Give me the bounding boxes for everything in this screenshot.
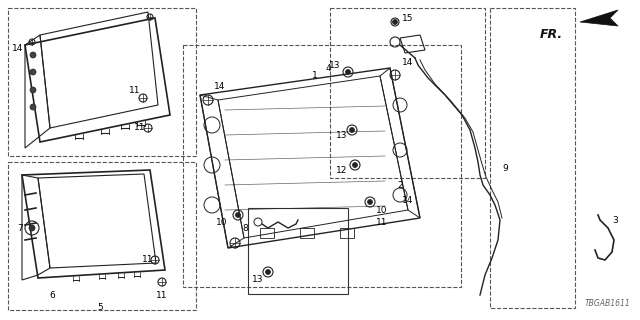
Circle shape — [346, 69, 351, 75]
Text: 1: 1 — [312, 70, 318, 79]
Circle shape — [30, 104, 36, 110]
Text: 14: 14 — [403, 196, 413, 204]
Circle shape — [353, 163, 358, 167]
Circle shape — [349, 127, 355, 132]
Bar — [490, 8, 575, 308]
Text: TBGAB1611: TBGAB1611 — [584, 299, 630, 308]
Text: 13: 13 — [252, 276, 264, 284]
Bar — [330, 8, 485, 178]
Text: 11: 11 — [142, 255, 154, 265]
Bar — [260, 228, 274, 238]
Circle shape — [367, 199, 372, 204]
Circle shape — [30, 87, 36, 93]
Text: 14: 14 — [12, 44, 24, 52]
Text: 12: 12 — [336, 165, 348, 174]
Bar — [8, 162, 196, 310]
Text: 14: 14 — [403, 58, 413, 67]
Text: 13: 13 — [336, 131, 348, 140]
Text: 2: 2 — [397, 180, 403, 189]
Text: 7: 7 — [17, 223, 23, 233]
Text: 14: 14 — [214, 82, 226, 91]
Circle shape — [266, 269, 271, 275]
Text: 11: 11 — [134, 123, 146, 132]
Circle shape — [30, 69, 36, 75]
Text: 4: 4 — [325, 63, 331, 73]
Text: 10: 10 — [376, 205, 388, 214]
Text: 5: 5 — [97, 303, 103, 313]
Text: 13: 13 — [329, 60, 340, 69]
Text: 9: 9 — [502, 164, 508, 172]
Text: 3: 3 — [612, 215, 618, 225]
Bar — [183, 45, 461, 287]
Text: 11: 11 — [129, 85, 141, 94]
Circle shape — [30, 52, 36, 58]
Circle shape — [29, 225, 35, 231]
Bar — [300, 228, 314, 238]
Text: 11: 11 — [156, 291, 168, 300]
Text: 8: 8 — [242, 223, 248, 233]
Text: 6: 6 — [49, 291, 55, 300]
Text: 10: 10 — [216, 218, 228, 227]
Text: FR.: FR. — [540, 28, 563, 41]
Bar — [8, 8, 196, 156]
Bar — [340, 228, 354, 238]
Text: 11: 11 — [376, 218, 388, 227]
Circle shape — [236, 212, 241, 218]
Bar — [248, 208, 348, 294]
Circle shape — [392, 20, 397, 25]
Text: 15: 15 — [403, 13, 413, 22]
Polygon shape — [580, 10, 618, 26]
